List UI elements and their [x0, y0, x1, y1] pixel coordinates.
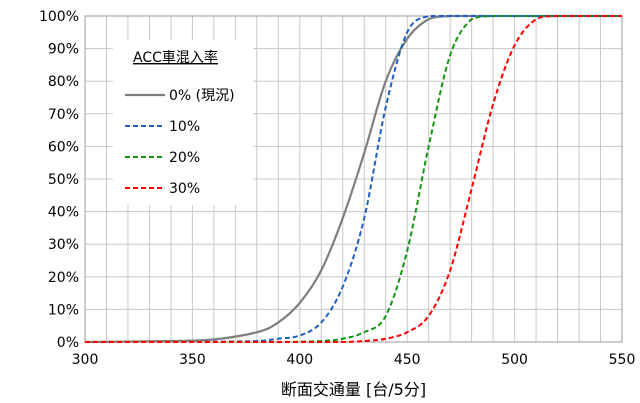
y-tick-label: 60% — [48, 139, 79, 155]
legend-label: 20% — [169, 150, 200, 166]
x-axis-tick-labels: 300 350 400 450 500 550 — [72, 352, 636, 368]
y-tick-label: 0% — [57, 335, 79, 351]
x-tick-label: 300 — [72, 352, 99, 368]
y-tick-label: 10% — [48, 302, 79, 318]
x-tick-label: 500 — [501, 352, 528, 368]
x-tick-label: 550 — [609, 352, 636, 368]
x-tick-label: 350 — [179, 352, 206, 368]
y-tick-label: 90% — [48, 42, 79, 58]
legend-title: ACC車混入率 — [133, 49, 218, 66]
y-tick-label: 70% — [48, 107, 79, 123]
y-tick-label: 40% — [48, 205, 79, 221]
x-axis-title: 断面交通量 [台/5分] — [281, 380, 426, 399]
x-tick-label: 400 — [286, 352, 313, 368]
series-lines — [84, 14, 622, 344]
legend: ACC車混入率 0% (現況) 10% 20% 30% — [113, 40, 253, 205]
legend-background — [113, 40, 253, 205]
series-line-4 — [84, 14, 622, 344]
x-tick-label: 450 — [394, 352, 421, 368]
y-tick-label: 50% — [48, 172, 79, 188]
y-tick-label: 100% — [39, 9, 79, 25]
legend-label: 10% — [169, 119, 200, 135]
legend-label: 0% (現況) — [169, 88, 235, 104]
legend-items: 0% (現況) 10% 20% 30% — [125, 88, 235, 197]
y-axis-tick-labels: 0% 10% 20% 30% 40% 50% 60% 70% 80% 90% 100% — [39, 9, 79, 351]
legend-label: 30% — [169, 181, 200, 197]
y-tick-label: 20% — [48, 270, 79, 286]
y-tick-label: 80% — [48, 74, 79, 90]
y-tick-label: 30% — [48, 237, 79, 253]
